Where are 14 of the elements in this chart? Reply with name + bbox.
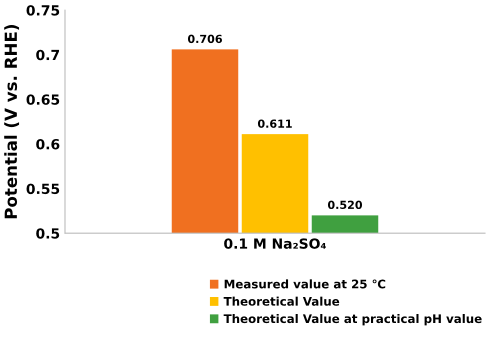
y-tick-label: 0.5	[36, 228, 60, 239]
y-tick-label: 0.55	[26, 184, 60, 194]
data-label: 0.520	[328, 200, 362, 210]
y-axis-title: Potential (V vs. RHE)	[4, 24, 20, 218]
y-tick-label: 0.75	[26, 5, 60, 16]
y-tick-label: 0.6	[36, 138, 60, 150]
legend-label: Measured value at 25 ℃	[224, 279, 386, 288]
x-tick-label: 0.1 M Na₂SO₄	[224, 238, 326, 249]
data-label: 0.706	[188, 34, 222, 44]
legend-label: Theoretical Value	[224, 296, 340, 306]
data-label: 0.611	[258, 119, 292, 128]
y-tick-label: 0.65	[26, 94, 60, 105]
y-tick-label: 0.7	[36, 50, 60, 60]
legend-label: Theoretical Value at practical pH value	[224, 314, 482, 326]
